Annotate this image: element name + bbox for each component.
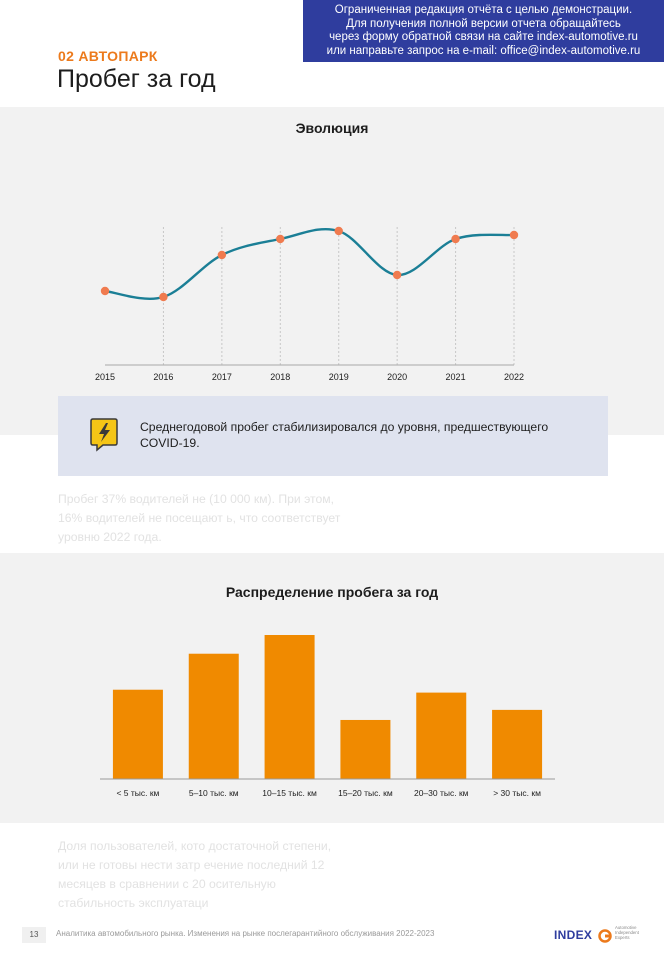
data-point [392, 270, 402, 280]
line-chart: 2015 2016 2017 2018 2019 2020 2021 2022 [95, 226, 524, 382]
data-point [276, 234, 285, 244]
paragraph-line: месяцев в сравнении с 20 осительную [58, 877, 276, 891]
x-tick-label: 5–10 тыс. км [189, 788, 239, 798]
section-label: 02 АВТОПАРК [58, 48, 158, 64]
data-point [100, 286, 110, 296]
x-tick-label: 2015 [95, 372, 115, 382]
x-tick-label: 2021 [446, 372, 466, 382]
logo-word: INDEX [554, 928, 593, 942]
x-tick-label: < 5 тыс. км [116, 788, 159, 798]
page-number: 13 [22, 927, 46, 943]
banner-line: или направьте запрос на e-mail: office@i… [326, 44, 641, 57]
banner-line: Для получения полной версии отчета обращ… [346, 17, 621, 30]
logo-tagline-line: Experts [615, 935, 630, 940]
callout-text: Среднегодовой пробег стабилизировался до… [140, 420, 549, 450]
paragraph-line: или не готовы нести затр ечение последни… [58, 858, 325, 872]
callout-box: Среднегодовой пробег стабилизировался до… [58, 396, 608, 476]
x-tick-label: 20–30 тыс. км [414, 788, 469, 798]
bar-chart-panel: Распределение пробега за год < 5 тыс. км… [0, 553, 664, 823]
data-point [451, 234, 460, 244]
x-tick-label: 2019 [329, 372, 349, 382]
data-point [159, 292, 168, 302]
bar [340, 719, 391, 779]
logo-tagline-line: Automotive [615, 925, 637, 930]
bar-chart: < 5 тыс. км 5–10 тыс. км 10–15 тыс. км 15–2… [100, 635, 555, 798]
footer-text: Аналитика автомобильного рынка. Изменени… [56, 929, 435, 938]
logo-tagline-line: Independent [615, 930, 639, 935]
data-point [217, 250, 227, 260]
x-tick-label: > 30 тыс. км [493, 788, 541, 798]
paragraph-line: Пробег 37% водителей не (10 000 км). При… [58, 492, 335, 506]
bar [416, 692, 467, 779]
paragraph-line: 16% водителей не посещают ь, что соответ… [58, 511, 341, 525]
lightning-chat-icon [90, 418, 118, 452]
paragraph-line: стабильность эксплуатаци [58, 896, 209, 910]
line-chart-title: Эволюция [295, 120, 369, 136]
page-title: Пробег за год [57, 65, 216, 93]
bar [492, 709, 543, 779]
demo-notice-banner: Ограниченная редакция отчёта с целью дем… [303, 0, 664, 62]
line-chart-panel: Эволюция 2015 2016 2017 2018 2019 2020 2021 202… [0, 107, 664, 435]
banner-line: Ограниченная редакция отчёта с целью дем… [334, 4, 633, 16]
bar [264, 635, 315, 779]
data-point [509, 230, 519, 240]
bar-chart-title: Распределение пробега за год [225, 584, 439, 600]
logo-mark-icon [598, 929, 612, 943]
data-point [334, 226, 343, 236]
x-tick-label: 10–15 тыс. км [262, 788, 317, 798]
bar [112, 689, 163, 779]
paragraph-line: Доля пользователей, кото достаточной сте… [58, 839, 332, 853]
x-tick-label: 15–20 тыс. км [338, 788, 393, 798]
bar [188, 653, 239, 779]
page-footer: 13 Аналитика автомобильного рынка. Измен… [0, 925, 664, 947]
series-line [104, 227, 515, 300]
logo-tagline: Automotive Independent Experts [615, 925, 639, 940]
x-tick-label: 2018 [270, 372, 290, 382]
x-tick-label: 2016 [153, 372, 173, 382]
blurred-paragraph: Пробег 37% водителей не (10 000 км). При… [58, 490, 618, 547]
x-tick-label: 2017 [212, 372, 232, 382]
banner-line: через форму обратной связи на сайте inde… [329, 31, 638, 43]
x-tick-label: 2022 [504, 372, 524, 382]
x-tick-label: 2020 [387, 372, 407, 382]
blurred-paragraph: Доля пользователей, кото достаточной сте… [58, 837, 618, 913]
paragraph-line: уровню 2022 года. [58, 530, 162, 544]
